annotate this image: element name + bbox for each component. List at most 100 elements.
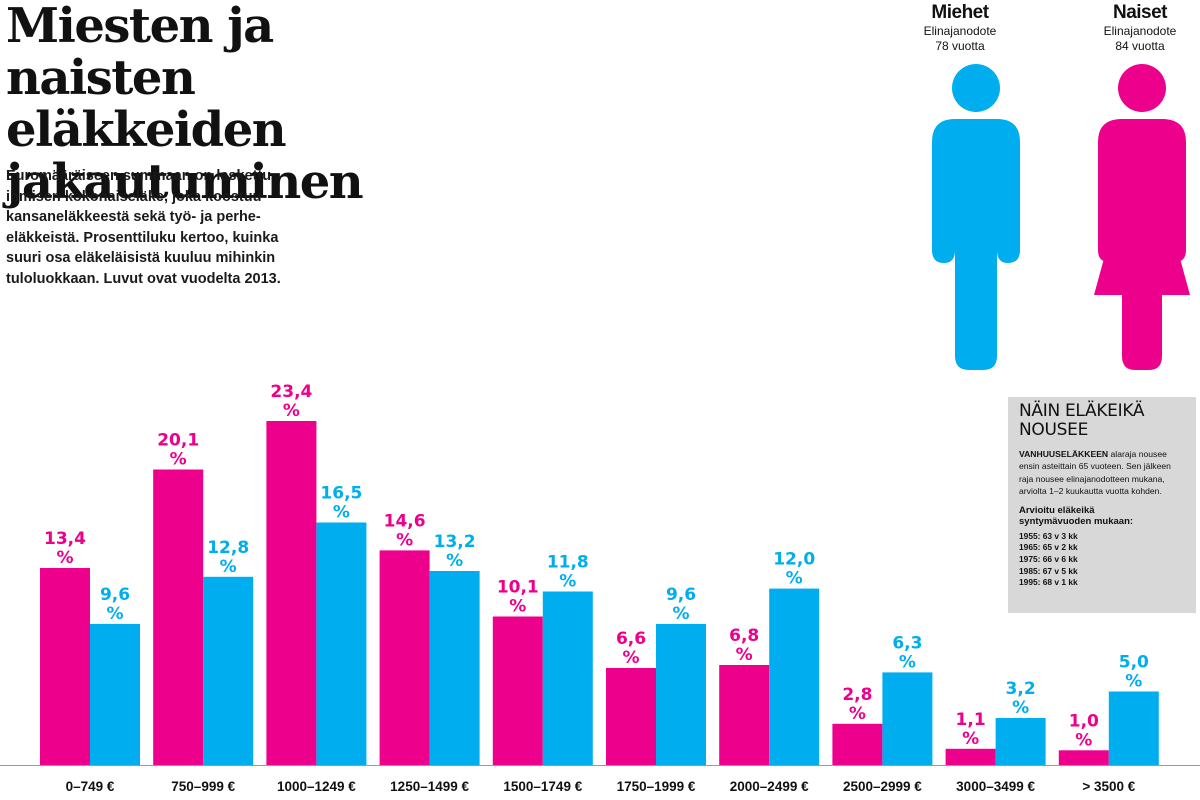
data-label: 2,8 <box>842 685 872 705</box>
title-line: Miesten ja naisten <box>6 0 274 106</box>
data-label-unit: % <box>220 557 237 577</box>
x-tick-label: > 3500 € <box>1082 779 1135 794</box>
data-label-unit: % <box>899 652 916 672</box>
data-label: 12,8 <box>207 538 249 558</box>
woman-icon <box>1094 64 1190 370</box>
data-label-unit: % <box>962 729 979 749</box>
bar-men <box>995 718 1046 765</box>
data-label: 13,2 <box>434 532 476 552</box>
legend-women-value: 84 vuotta <box>1115 39 1165 53</box>
data-label-unit: % <box>170 450 187 470</box>
data-label-unit: % <box>1012 698 1029 718</box>
bar-women <box>40 568 90 765</box>
data-label-unit: % <box>1075 730 1092 750</box>
bar-men <box>203 576 254 765</box>
x-tick-label: 0–749 € <box>66 779 115 794</box>
info-box-title: NÄIN ELÄKEIKÄ NOUSEE <box>1019 402 1186 440</box>
title-line: jakautuminen <box>6 154 364 210</box>
bar-women <box>1058 750 1109 765</box>
info-box-subheading: Arvioitu eläkeikä syntymävuoden mukaan: <box>1019 504 1134 528</box>
data-label-unit: % <box>622 648 639 668</box>
x-tick-label: 1000–1249 € <box>277 779 356 794</box>
data-label-unit: % <box>1125 672 1142 692</box>
bar-women <box>832 723 883 765</box>
retirement-age-list: 1955: 63 v 3 kk 1965: 65 v 2 kk 1975: 66… <box>1019 531 1186 590</box>
bar-women <box>492 616 543 765</box>
data-label-unit: % <box>849 704 866 724</box>
list-item: 1965: 65 v 2 kk <box>1019 542 1078 553</box>
data-label: 10,1 <box>497 578 539 598</box>
bar-men <box>542 591 593 765</box>
title-line: eläkkeiden <box>6 102 287 158</box>
data-label: 1,0 <box>1069 711 1099 731</box>
bar-women <box>266 421 317 765</box>
legend-women: Naiset Elinajanodote 84 vuotta <box>1080 2 1200 54</box>
data-label-unit: % <box>446 551 463 571</box>
info-box: NÄIN ELÄKEIKÄ NOUSEE VANHUUSELÄKKEEN ala… <box>1008 397 1196 613</box>
legend-men-name: Miehet <box>931 2 989 23</box>
bar-women <box>379 550 430 765</box>
data-label: 6,8 <box>729 626 759 646</box>
x-tick-label: 3000–3499 € <box>956 779 1035 794</box>
legend-men-value: 78 vuotta <box>935 39 985 53</box>
data-label: 23,4 <box>270 382 312 402</box>
page-title: Miesten ja naisten eläkkeiden jakautumin… <box>6 0 466 208</box>
list-item: 1975: 66 v 6 kk <box>1019 554 1078 565</box>
data-label-unit: % <box>56 548 73 568</box>
bar-men <box>90 623 140 765</box>
data-label: 20,1 <box>157 431 199 451</box>
x-tick-label: 750–999 € <box>171 779 235 794</box>
bar-men <box>1108 691 1159 765</box>
data-label-unit: % <box>396 530 413 550</box>
info-box-text: VANHUUSELÄKKEEN alaraja nousee ensin ast… <box>1019 448 1186 498</box>
x-tick-label: 1250–1499 € <box>390 779 469 794</box>
bar-women <box>945 748 996 765</box>
legend-women-label: Elinajanodote <box>1103 24 1177 38</box>
data-label-unit: % <box>283 401 300 421</box>
list-item: 1955: 63 v 3 kk <box>1019 530 1078 541</box>
legend-women-name: Naiset <box>1112 2 1168 23</box>
intro-text: Euromääräiseen summaan on laskettu ihmis… <box>6 168 281 287</box>
bar-group: 13,4%9,6%0–749 €20,1%12,8%750–999 €23,4%… <box>40 382 1159 794</box>
data-label: 5,0 <box>1119 653 1149 673</box>
data-label: 11,8 <box>547 553 589 573</box>
bar-women <box>719 665 770 765</box>
data-label: 1,1 <box>956 710 986 730</box>
data-label-unit: % <box>333 503 350 523</box>
data-label: 14,6 <box>384 511 426 531</box>
bar-men <box>769 588 820 765</box>
info-box-body: alaraja nousee ensin asteittain 65 vuote… <box>1019 449 1171 497</box>
legend-men-label: Elinajanodote <box>923 24 997 38</box>
bar-women <box>153 469 204 765</box>
list-item: 1995: 68 v 1 kk <box>1019 577 1078 588</box>
info-box-title-line: NOUSEE <box>1019 420 1089 440</box>
data-label-unit: % <box>736 645 753 665</box>
bar-men <box>882 672 933 765</box>
x-tick-label: 1750–1999 € <box>617 779 696 794</box>
data-label: 16,5 <box>320 484 362 504</box>
man-icon <box>932 64 1020 370</box>
x-tick-label: 2500–2999 € <box>843 779 922 794</box>
list-item: 1985: 67 v 5 kk <box>1019 565 1078 576</box>
data-label: 12,0 <box>773 550 815 570</box>
info-box-keyword: VANHUUSELÄKKEEN <box>1019 449 1109 459</box>
legend-men: Miehet Elinajanodote 78 vuotta <box>900 2 1020 54</box>
data-label: 3,2 <box>1006 679 1036 699</box>
info-box-title-line: NÄIN ELÄKEIKÄ <box>1019 401 1145 421</box>
bar-men <box>316 522 367 765</box>
data-label-unit: % <box>509 597 526 617</box>
data-label: 9,6 <box>100 585 130 605</box>
data-label-unit: % <box>559 572 576 592</box>
data-label: 6,6 <box>616 629 646 649</box>
data-label: 6,3 <box>892 633 922 653</box>
data-label-unit: % <box>672 604 689 624</box>
x-tick-label: 1500–1749 € <box>503 779 582 794</box>
data-label: 9,6 <box>666 585 696 605</box>
bar-men <box>429 571 480 765</box>
bar-men <box>656 623 706 765</box>
data-label-unit: % <box>786 569 803 589</box>
data-label: 13,4 <box>44 529 86 549</box>
x-tick-label: 2000–2499 € <box>730 779 809 794</box>
data-label-unit: % <box>106 604 123 624</box>
